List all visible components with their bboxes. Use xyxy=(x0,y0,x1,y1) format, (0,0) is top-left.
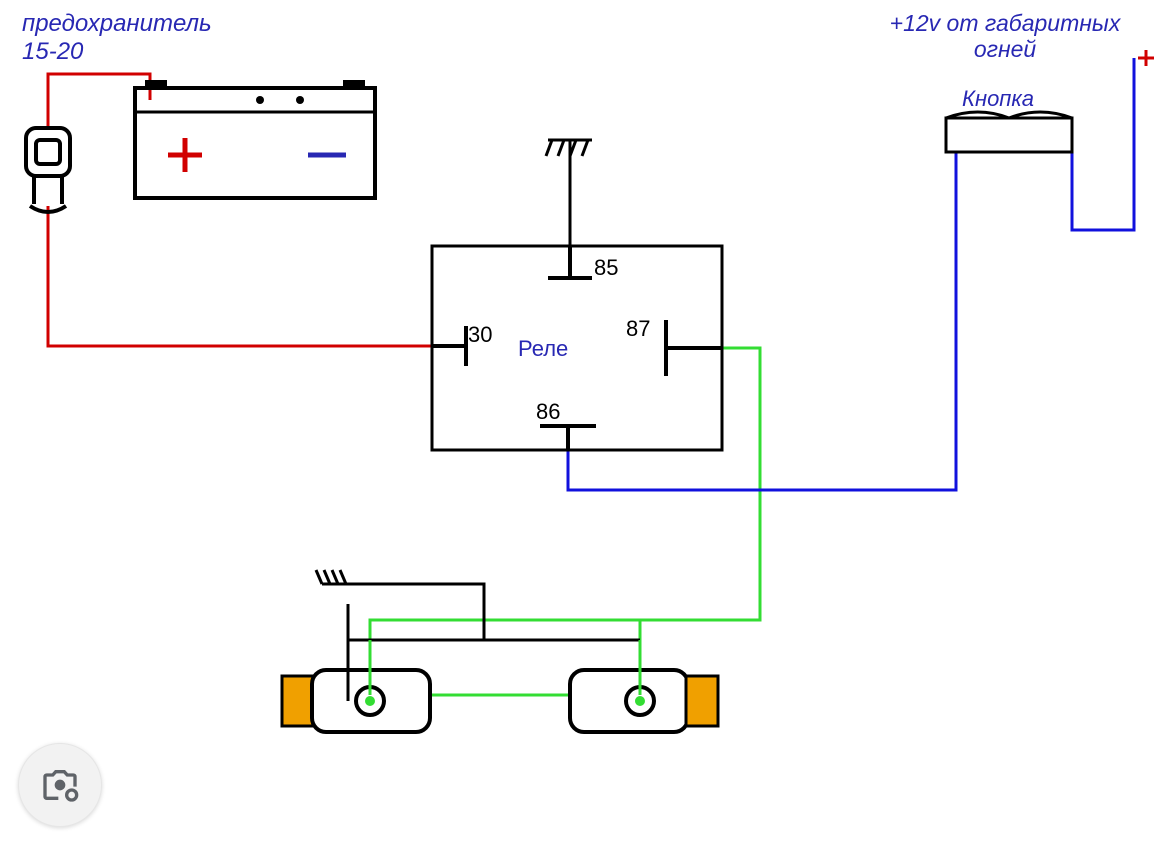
wire-red xyxy=(48,74,466,346)
label-parking-lights-src: +12v от габаритных огней xyxy=(860,10,1150,63)
label-pin-86: 86 xyxy=(536,399,560,425)
label-pin-87: 87 xyxy=(626,316,650,342)
battery xyxy=(135,80,375,198)
wire-black-ground-lamps xyxy=(348,584,640,640)
diagram-canvas: предохранитель 15-20 +12v от габаритных … xyxy=(0,0,1170,845)
ground-symbol-top xyxy=(546,140,592,160)
ground-symbol-lamps xyxy=(316,570,348,584)
label-pin-30: 30 xyxy=(468,322,492,348)
label-fuse: предохранитель 15-20 xyxy=(22,10,212,65)
switch xyxy=(946,112,1072,152)
label-pin-85: 85 xyxy=(594,255,618,281)
battery-plus-icon xyxy=(168,138,202,172)
wire-green xyxy=(370,348,760,695)
lamp-left xyxy=(282,640,430,732)
label-relay: Реле xyxy=(518,336,568,362)
relay xyxy=(432,246,722,450)
label-button: Кнопка xyxy=(962,86,1034,112)
camera-icon xyxy=(40,765,80,805)
fuse xyxy=(26,128,70,212)
wiring-svg xyxy=(0,0,1170,845)
lamp-right xyxy=(570,640,718,732)
image-search-button[interactable] xyxy=(18,743,102,827)
